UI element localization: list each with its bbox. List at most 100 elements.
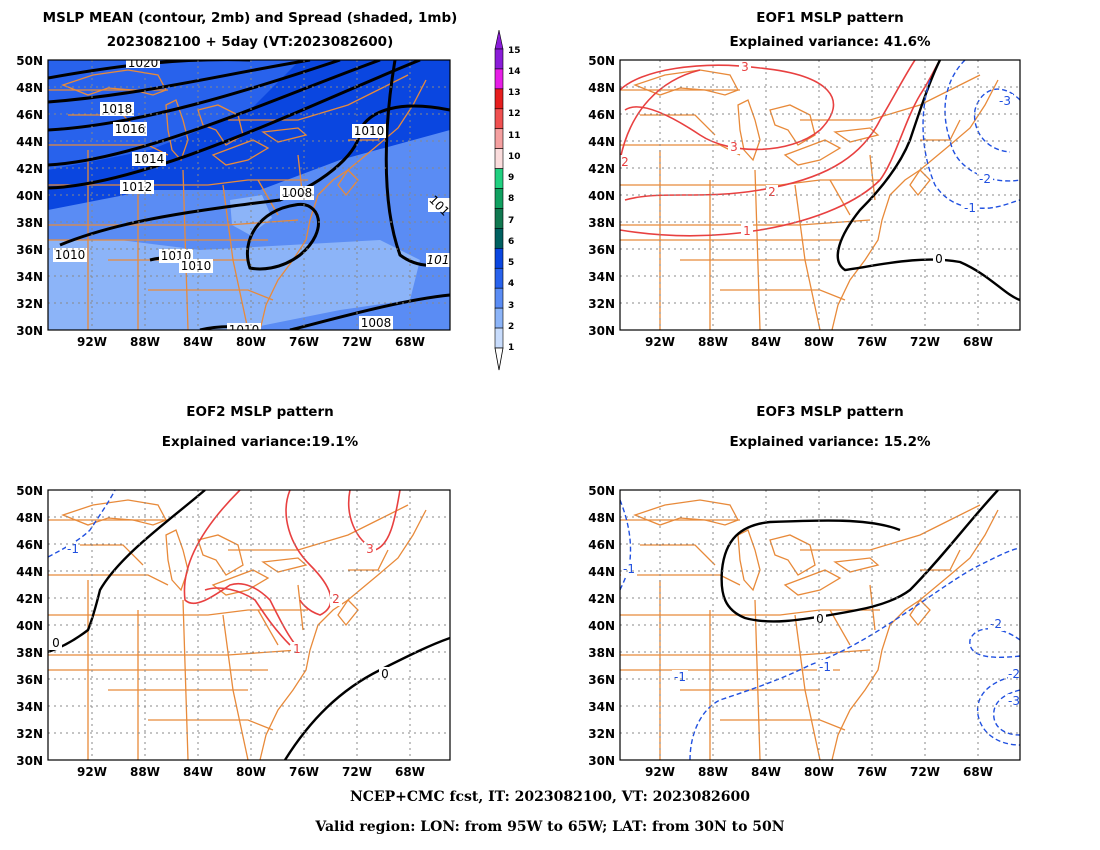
lon-label: 84W — [751, 335, 781, 349]
lat-label: 38N — [588, 646, 615, 660]
colorbar-label: 8 — [508, 194, 514, 204]
svg-text:1: 1 — [743, 224, 751, 238]
colorbar-label: 13 — [508, 88, 521, 98]
colorbar-swatch — [494, 267, 504, 289]
contour-label: -1 — [817, 660, 833, 674]
contour-label: -1 — [66, 542, 80, 556]
colorbar-label: 4 — [508, 279, 514, 289]
eof2-panel-title: EOF2 MSLP pattern — [186, 404, 334, 420]
svg-text:2: 2 — [332, 592, 340, 606]
lon-label: 68W — [963, 335, 993, 349]
svg-text:1008: 1008 — [282, 186, 313, 200]
colorbar-swatch — [494, 148, 504, 169]
contour-label: 2 — [330, 592, 342, 606]
lat-label: 34N — [16, 700, 43, 714]
contour-label: -2 — [1008, 667, 1020, 681]
eof2-map: -1 0 3 2 1 0 — [47, 489, 451, 761]
lon-label: 68W — [963, 765, 993, 779]
contour-label: 1014 — [132, 152, 166, 166]
contour-label: 1 — [291, 642, 303, 656]
colorbar-swatch — [494, 188, 504, 209]
lat-label: 38N — [588, 216, 615, 230]
lat-label: 42N — [588, 162, 615, 176]
axis-labels: 50N 48N 46N 44N 42N 40N 38N 36N 34N 32N … — [16, 54, 993, 779]
contour-label: -1 — [962, 201, 978, 215]
lat-label: 46N — [588, 538, 615, 552]
colorbar-swatch — [494, 68, 504, 90]
lat-label: 50N — [16, 54, 43, 68]
svg-text:-3: -3 — [1008, 694, 1020, 708]
lon-label: 72W — [910, 765, 940, 779]
lat-label: 48N — [588, 81, 615, 95]
svg-text:-2: -2 — [990, 617, 1002, 631]
svg-text:1016: 1016 — [115, 122, 146, 136]
contour-label: 1016 — [113, 122, 147, 136]
eof3-panel-subtitle: Explained variance: 15.2% — [729, 434, 931, 450]
colorbar-swatch — [494, 248, 504, 269]
lon-label: 80W — [236, 765, 266, 779]
colorbar-swatch — [494, 228, 504, 249]
svg-text:-3: -3 — [999, 94, 1011, 108]
lon-label: 80W — [804, 765, 834, 779]
svg-text:2: 2 — [768, 185, 776, 199]
svg-text:-1: -1 — [67, 542, 79, 556]
lat-label: 48N — [16, 81, 43, 95]
lon-label: 80W — [236, 335, 266, 349]
lat-label: 50N — [588, 54, 615, 68]
colorbar-label: 7 — [508, 216, 514, 226]
svg-text:1012: 1012 — [122, 180, 153, 194]
lon-label: 92W — [645, 335, 675, 349]
spread-colorbar: 15 14 13 12 11 10 9 8 7 6 5 4 3 2 1 — [494, 29, 521, 371]
lat-label: 38N — [16, 646, 43, 660]
lat-label: 36N — [16, 673, 43, 687]
lat-label: 44N — [588, 135, 615, 149]
lon-label: 76W — [289, 765, 319, 779]
contour-label: -1 — [621, 562, 637, 576]
svg-text:2: 2 — [621, 155, 629, 169]
lat-label: 46N — [16, 108, 43, 122]
contour-label: -3 — [1008, 694, 1020, 708]
lat-label: 42N — [16, 162, 43, 176]
valid-region-info: Valid region: LON: from 95W to 65W; LAT:… — [315, 819, 785, 835]
colorbar-swatch — [494, 327, 504, 349]
lat-label: 30N — [16, 754, 43, 768]
lon-label: 68W — [395, 335, 425, 349]
colorbar-bottom-arrow — [494, 347, 504, 371]
colorbar-label: 11 — [508, 131, 521, 141]
colorbar-label: 3 — [508, 301, 514, 311]
contour-label: 101 — [426, 253, 450, 267]
mean-panel-subtitle: 2023082100 + 5day (VT:2023082600) — [106, 34, 394, 50]
colorbar-top-arrow — [494, 29, 504, 50]
colorbar-swatch — [494, 48, 504, 70]
lon-label: 72W — [342, 335, 372, 349]
svg-text:1010: 1010 — [229, 323, 260, 337]
lon-label: 92W — [645, 765, 675, 779]
contour-label: 1010 — [53, 248, 87, 262]
colorbar-label: 14 — [508, 67, 521, 77]
svg-text:1008: 1008 — [361, 316, 392, 330]
svg-text:1: 1 — [293, 642, 301, 656]
svg-text:101: 101 — [427, 253, 450, 267]
lon-label: 72W — [342, 765, 372, 779]
lat-label: 32N — [588, 727, 615, 741]
lon-label: 72W — [910, 335, 940, 349]
colorbar-swatch — [494, 88, 504, 110]
eof1-map: 3 3 2 2 1 0 -3 -2 -1 — [619, 59, 1021, 331]
lat-label: 44N — [16, 565, 43, 579]
forecast-info: NCEP+CMC fcst, IT: 2023082100, VT: 20230… — [349, 789, 751, 805]
lon-label: 80W — [804, 335, 834, 349]
contour-label: 2 — [620, 155, 630, 169]
eof3-map: -1 0 -1 -1 -2 -2 -3 — [619, 489, 1021, 761]
lat-label: 32N — [588, 297, 615, 311]
lat-label: 50N — [588, 484, 615, 498]
colorbar-label: 9 — [508, 173, 514, 183]
lat-label: 36N — [16, 243, 43, 257]
svg-text:1014: 1014 — [134, 152, 165, 166]
lat-label: 42N — [16, 592, 43, 606]
lat-label: 34N — [588, 700, 615, 714]
lat-label: 30N — [16, 324, 43, 338]
lat-label: 36N — [588, 243, 615, 257]
contour-label: 3 — [364, 542, 376, 556]
lat-label: 40N — [16, 189, 43, 203]
colorbar-label: 1 — [508, 343, 514, 353]
